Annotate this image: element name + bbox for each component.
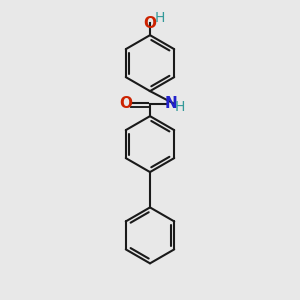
Text: O: O <box>143 16 157 31</box>
Text: N: N <box>164 96 177 111</box>
Text: H: H <box>175 100 185 114</box>
Text: O: O <box>120 96 133 111</box>
Text: H: H <box>155 11 166 25</box>
